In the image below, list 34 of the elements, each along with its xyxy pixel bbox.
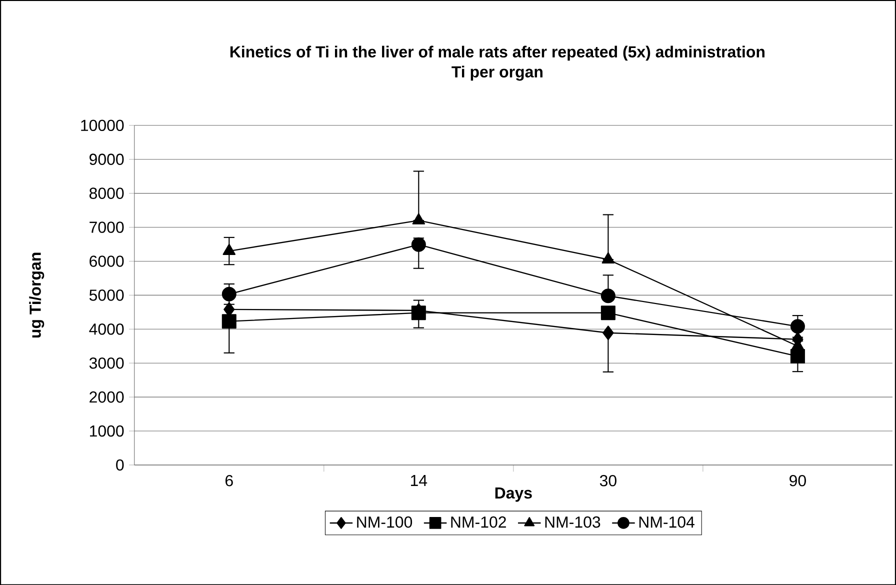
point [222,244,236,255]
point [411,237,426,252]
y-tick-label: 0 [116,459,124,470]
y-tick-label: 5000 [89,289,124,301]
y-tick-label: 8000 [89,187,124,199]
y-tick-label: 1000 [90,425,124,436]
point [602,325,614,340]
x-tick-label: 6 [226,474,233,486]
y-tick-label: 7000 [90,221,124,233]
y-tick-label: 4000 [89,323,124,335]
legend-label: NM-103 [545,516,600,528]
x-tick-label: 30 [600,474,616,486]
point [411,305,426,320]
point [790,318,805,334]
y-tick-label: 10000 [81,120,124,131]
x-tick-label: 90 [790,474,806,486]
y-tick-label: 3000 [89,357,124,369]
y-tick-label: 2000 [90,391,124,403]
point [600,288,616,303]
point [600,305,616,320]
y-tick-label: 6000 [90,255,124,267]
point [412,213,426,224]
point [222,314,236,328]
point [790,348,805,364]
point [222,286,236,302]
point [602,252,615,264]
x-axis-title: Days [495,487,532,502]
chart-title: Kinetics of Ti in the liver of male rats after repeated (5x) administration Ti per organ [230,46,764,81]
x-tick-label: 14 [410,474,428,486]
legend-label: NM-100 [357,516,412,528]
y-tick-label: 9000 [90,154,124,165]
legend-label: NM-102 [451,516,506,528]
y-axis-title: ug Ti/organ [29,252,44,338]
legend-label: NM-104 [639,516,694,528]
